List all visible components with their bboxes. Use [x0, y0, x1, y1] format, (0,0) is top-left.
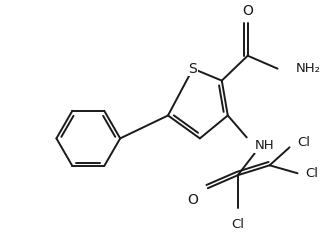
- Text: Cl: Cl: [297, 136, 310, 149]
- Text: S: S: [188, 62, 197, 76]
- Text: O: O: [242, 4, 253, 18]
- Text: Cl: Cl: [231, 218, 244, 231]
- Text: O: O: [187, 193, 198, 207]
- Text: Cl: Cl: [305, 167, 319, 180]
- Text: NH: NH: [255, 139, 274, 152]
- Text: NH₂: NH₂: [296, 62, 321, 75]
